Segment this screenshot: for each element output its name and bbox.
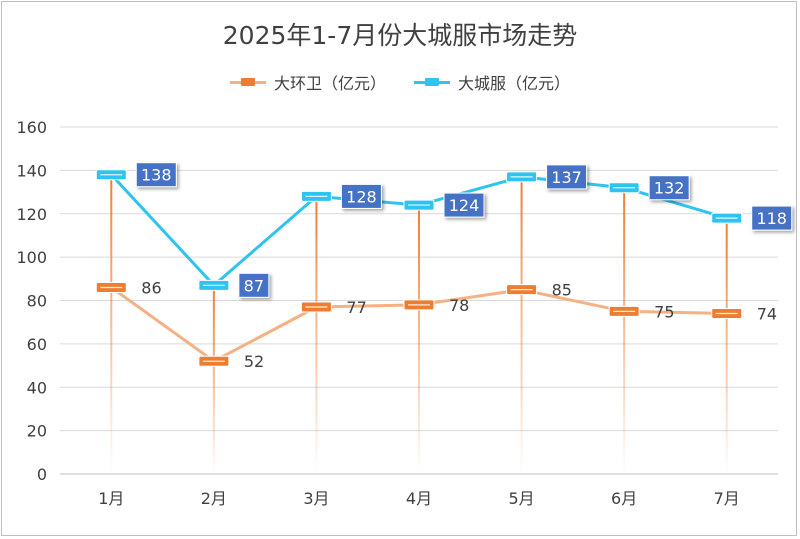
data-label: 86 bbox=[141, 278, 161, 297]
drop-line bbox=[212, 285, 215, 474]
series-markers bbox=[95, 169, 743, 367]
data-label: 85 bbox=[552, 281, 572, 300]
drop-line bbox=[418, 205, 420, 474]
y-tick-label: 20 bbox=[27, 422, 47, 441]
data-label: 52 bbox=[244, 352, 264, 371]
data-label-box bbox=[648, 175, 690, 201]
drop-line bbox=[725, 218, 728, 474]
legend-swatch-series-1 bbox=[229, 76, 266, 88]
chart-title: 2025年1-7月份大城服市场走势 bbox=[222, 21, 578, 50]
drop-line bbox=[623, 187, 626, 474]
data-label: 124 bbox=[449, 196, 480, 215]
y-tick-label: 100 bbox=[16, 248, 47, 267]
legend-label-series-2: 大城服（亿元） bbox=[458, 74, 571, 93]
axes: 0 20 40 60 80 100 120 140 160 1月 2月 3月 4月 5月 6月 7月 bbox=[16, 118, 778, 508]
x-tick-label: 1月 bbox=[98, 489, 124, 508]
data-label: 78 bbox=[449, 296, 469, 315]
data-label-bg bbox=[340, 183, 382, 209]
data-label: 75 bbox=[654, 302, 674, 321]
data-label: 137 bbox=[551, 168, 582, 187]
x-tick-label: 5月 bbox=[508, 489, 534, 508]
data-labels: 86 52 77 78 85 75 74 138 87 128 124 137 132 118 bbox=[135, 162, 793, 371]
data-label-bg bbox=[546, 164, 588, 190]
drop-line bbox=[315, 196, 318, 474]
data-label: 87 bbox=[244, 276, 264, 295]
data-label-bg bbox=[135, 162, 177, 188]
data-label: 132 bbox=[654, 179, 685, 198]
x-tick-label: 6月 bbox=[611, 489, 637, 508]
legend-item-series-1: 大环卫（亿元） bbox=[229, 70, 386, 94]
y-tick-label: 140 bbox=[16, 161, 47, 180]
drop-line bbox=[520, 176, 523, 474]
data-label: 74 bbox=[757, 305, 777, 324]
legend: 大环卫（亿元） 大城服（亿元） bbox=[0, 70, 800, 94]
x-tick-label: 7月 bbox=[714, 489, 740, 508]
y-tick-label: 80 bbox=[27, 292, 47, 311]
x-tick-label: 4月 bbox=[406, 489, 432, 508]
data-label-box bbox=[443, 192, 485, 218]
y-tick-label: 60 bbox=[27, 335, 47, 354]
legend-label-series-1: 大环卫（亿元） bbox=[273, 74, 386, 93]
data-label: 118 bbox=[756, 209, 787, 228]
x-tick-label: 2月 bbox=[201, 489, 227, 508]
data-label-bg bbox=[443, 192, 485, 218]
drop-lines bbox=[110, 174, 728, 474]
legend-swatch-series-2 bbox=[414, 76, 450, 88]
data-label-bg bbox=[751, 205, 793, 231]
y-tick-label: 120 bbox=[16, 205, 47, 224]
data-label-bg bbox=[238, 272, 270, 298]
data-label-bg bbox=[648, 175, 690, 201]
y-tick-label: 40 bbox=[27, 378, 47, 397]
data-label: 138 bbox=[141, 166, 172, 185]
data-label-box bbox=[751, 205, 793, 231]
data-label: 128 bbox=[346, 187, 377, 206]
data-label-box bbox=[135, 162, 177, 188]
drop-line bbox=[110, 174, 113, 474]
data-label: 77 bbox=[346, 298, 366, 317]
x-tick-label: 3月 bbox=[303, 489, 329, 508]
y-tick-label: 160 bbox=[16, 118, 47, 137]
legend-item-series-2: 大城服（亿元） bbox=[414, 70, 570, 94]
data-label-box bbox=[238, 272, 270, 298]
data-label-box bbox=[340, 183, 382, 209]
data-label-box bbox=[546, 164, 588, 190]
y-tick-label: 0 bbox=[37, 465, 47, 484]
